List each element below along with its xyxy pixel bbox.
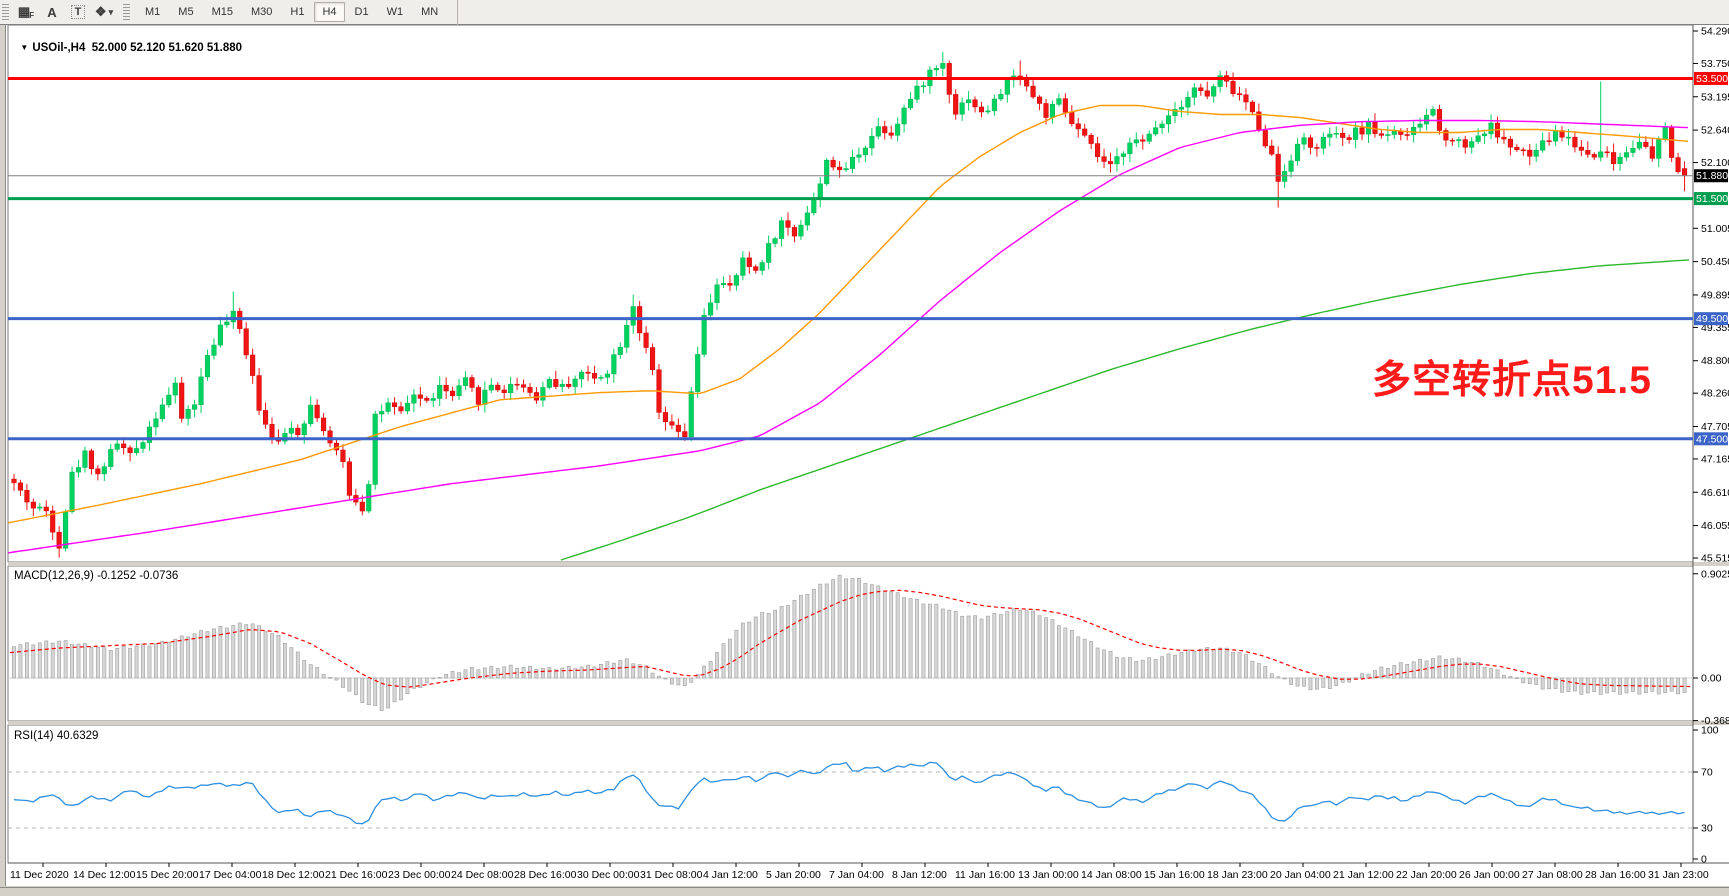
svg-text:13 Jan 00:00: 13 Jan 00:00	[1018, 869, 1079, 881]
svg-text:5 Jan 20:00: 5 Jan 20:00	[766, 869, 821, 881]
svg-text:45.515: 45.515	[1701, 553, 1729, 565]
svg-text:51.005: 51.005	[1701, 223, 1729, 235]
text-label-icon[interactable]: A	[47, 4, 57, 20]
rsi-line	[13, 761, 1685, 825]
svg-text:50.450: 50.450	[1701, 256, 1729, 268]
svg-text:-0.3688: -0.3688	[1701, 715, 1729, 727]
svg-text:52.100: 52.100	[1701, 157, 1729, 169]
toolbar: ▦ F A T ❖ ▾ M1 M5 M15 M30 H1 H4 D1 W1 MN	[0, 0, 1729, 25]
timeframe-m1[interactable]: M1	[145, 6, 161, 18]
svg-text:20 Jan 04:00: 20 Jan 04:00	[1270, 869, 1331, 881]
svg-text:28 Dec 16:00: 28 Dec 16:00	[514, 869, 577, 881]
macd-signal-line	[9, 589, 1691, 688]
symbol-label: USOil-,H4	[32, 42, 86, 54]
svg-text:28 Jan 16:00: 28 Jan 16:00	[1585, 869, 1646, 881]
svg-text:14 Dec 12:00: 14 Dec 12:00	[73, 869, 136, 881]
text-box-icon[interactable]: T	[66, 2, 90, 22]
svg-text:18 Jan 23:00: 18 Jan 23:00	[1207, 869, 1268, 881]
svg-text:31 Jan 23:00: 31 Jan 23:00	[1648, 869, 1709, 881]
timeframe-w1[interactable]: W1	[386, 6, 404, 18]
svg-text:48.260: 48.260	[1701, 388, 1729, 400]
svg-text:26 Jan 00:00: 26 Jan 00:00	[1459, 869, 1520, 881]
text-annotation[interactable]: 多空转折点51.5	[1372, 359, 1652, 402]
svg-text:53.750: 53.750	[1701, 58, 1729, 70]
svg-text:0: 0	[1701, 854, 1707, 866]
toolbar-separator	[123, 3, 130, 21]
svg-text:70: 70	[1701, 767, 1713, 779]
svg-text:46.055: 46.055	[1701, 520, 1729, 532]
svg-text:53.195: 53.195	[1701, 91, 1729, 103]
svg-text:21 Dec 16:00: 21 Dec 16:00	[325, 869, 388, 881]
collapse-arrow-icon[interactable]: ▼	[20, 43, 29, 52]
timeframe-d1[interactable]: D1	[354, 6, 369, 18]
svg-text:0.00: 0.00	[1701, 673, 1722, 685]
ma-mid	[7, 119, 1689, 554]
timeframe-buttons-group: M1 M5 M15 M30 H1 H4 D1 W1 MN	[136, 2, 447, 22]
svg-text:14 Jan 08:00: 14 Jan 08:00	[1081, 869, 1142, 881]
svg-text:27 Jan 08:00: 27 Jan 08:00	[1522, 869, 1583, 881]
svg-text:51.500: 51.500	[1696, 193, 1728, 205]
ma-fast	[7, 104, 1689, 524]
svg-text:48.800: 48.800	[1701, 355, 1729, 367]
svg-text:18 Dec 12:00: 18 Dec 12:00	[262, 869, 325, 881]
macd-header: MACD(12,26,9) -0.1252 -0.0736	[14, 570, 179, 582]
ohlc-values: 52.000 52.120 51.620 51.880	[91, 42, 243, 54]
svg-text:30: 30	[1701, 823, 1713, 835]
timeframe-h1[interactable]: H1	[290, 6, 305, 18]
rsi-levels	[8, 771, 1693, 829]
ma-slow	[560, 259, 1690, 561]
svg-text:47.165: 47.165	[1701, 453, 1729, 465]
chart-ohlc-header: ▼ USOil-,H4 52.000 52.120 51.620 51.880	[14, 30, 242, 54]
toolbar-drag-handle[interactable]	[2, 3, 9, 21]
panel-frames	[7, 25, 1729, 864]
candlestick-series	[11, 52, 1688, 558]
drawing-tools-group: ▦ F A T ❖ ▾	[13, 2, 117, 22]
svg-text:51.880: 51.880	[1696, 170, 1728, 182]
macd-axis[interactable]: 0.9025 0.00 -0.3688	[1693, 568, 1729, 727]
svg-text:49.895: 49.895	[1701, 289, 1729, 301]
svg-text:7 Jan 04:00: 7 Jan 04:00	[829, 869, 884, 881]
svg-text:15 Jan 16:00: 15 Jan 16:00	[1144, 869, 1205, 881]
svg-text:47.705: 47.705	[1701, 421, 1729, 433]
svg-text:21 Jan 12:00: 21 Jan 12:00	[1333, 869, 1394, 881]
svg-text:49.500: 49.500	[1696, 313, 1728, 325]
price-axis[interactable]: 54.290 53.750 53.195 52.640 52.100 51.005 50.4…	[1693, 26, 1729, 565]
svg-text:31 Dec 08:00: 31 Dec 08:00	[640, 869, 703, 881]
svg-text:17 Dec 04:00: 17 Dec 04:00	[199, 869, 262, 881]
shapes-dropdown-icon[interactable]: ❖ ▾	[94, 4, 114, 19]
svg-text:52.640: 52.640	[1701, 125, 1729, 137]
timeframe-m30[interactable]: M30	[250, 6, 273, 18]
svg-text:53.500: 53.500	[1696, 73, 1728, 85]
svg-text:46.610: 46.610	[1701, 487, 1729, 499]
svg-text:15 Dec 20:00: 15 Dec 20:00	[136, 869, 199, 881]
svg-text:30 Dec 00:00: 30 Dec 00:00	[577, 869, 640, 881]
chart-canvas[interactable]: 54.290 53.750 53.195 52.640 52.100 51.005 50.4…	[0, 25, 1729, 895]
timeframe-mn[interactable]: MN	[421, 6, 439, 18]
rsi-axis[interactable]: 100 70 30 0	[1693, 725, 1719, 866]
timeframe-h4[interactable]: H4	[314, 2, 345, 22]
chart-grid-f-icon[interactable]: ▦ F	[17, 4, 35, 20]
window-bottom-edge	[0, 887, 1729, 896]
svg-text:100: 100	[1701, 725, 1719, 737]
timeframe-m15[interactable]: M15	[211, 6, 233, 18]
svg-text:8 Jan 12:00: 8 Jan 12:00	[892, 869, 947, 881]
time-axis[interactable]: 11 Dec 2020 14 Dec 12:00 15 Dec 20:00 17 De…	[10, 863, 1709, 881]
macd-histogram	[8, 574, 1693, 711]
timeframe-m5[interactable]: M5	[178, 6, 194, 18]
svg-text:4 Jan 12:00: 4 Jan 12:00	[703, 869, 758, 881]
svg-text:24 Dec 08:00: 24 Dec 08:00	[451, 869, 514, 881]
toolbar-end-separator	[457, 0, 459, 25]
svg-text:54.290: 54.290	[1701, 26, 1729, 38]
svg-text:22 Jan 20:00: 22 Jan 20:00	[1396, 869, 1457, 881]
svg-text:47.500: 47.500	[1696, 433, 1728, 445]
svg-text:23 Dec 00:00: 23 Dec 00:00	[388, 869, 451, 881]
svg-text:11 Jan 16:00: 11 Jan 16:00	[955, 869, 1015, 881]
horizontal-lines[interactable]	[8, 76, 1693, 441]
window-left-edge	[5, 25, 6, 886]
svg-text:0.9025: 0.9025	[1701, 568, 1729, 580]
svg-text:11 Dec 2020: 11 Dec 2020	[10, 869, 69, 881]
rsi-header: RSI(14) 40.6329	[14, 730, 99, 742]
